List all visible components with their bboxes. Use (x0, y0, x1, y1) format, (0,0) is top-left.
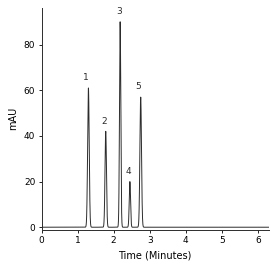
Y-axis label: mAU: mAU (8, 107, 18, 130)
Text: 1: 1 (83, 73, 89, 82)
Text: 2: 2 (101, 117, 107, 126)
X-axis label: Time (Minutes): Time (Minutes) (119, 250, 192, 260)
Text: 4: 4 (126, 167, 131, 176)
Text: 3: 3 (116, 7, 122, 16)
Text: 5: 5 (135, 82, 141, 92)
